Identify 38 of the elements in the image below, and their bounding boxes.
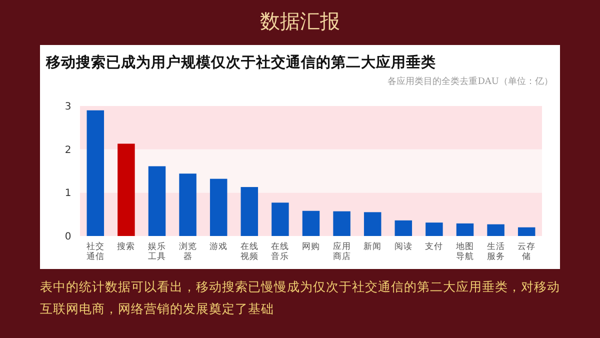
bar [86,110,104,236]
bar [333,211,350,236]
x-tick-label: 新闻 [364,241,382,252]
x-tick-label: 应用商店 [332,241,351,262]
x-tick-label: 云存储 [518,241,536,262]
bar [426,222,443,236]
x-tick-label: 娱乐工具 [148,241,166,262]
bar [210,178,228,236]
x-tick-label: 阅读 [394,241,412,252]
bar [456,223,474,236]
chart-subtitle: 各应用类目的全类去重DAU（单位：亿） [388,76,553,87]
x-tick-label: 搜索 [117,241,136,252]
y-tick-label: 2 [64,144,72,156]
bar [240,187,258,236]
x-tick-label: 支付 [425,241,444,252]
x-tick-label: 浏览器 [178,241,197,262]
bar [487,224,504,236]
x-tick-label: 生活服务 [486,241,505,262]
text: 数据汇报 [259,8,341,35]
x-tick-label: 社交通信 [86,241,104,262]
bar [179,174,196,236]
x-tick-label: 在线视频 [240,241,258,262]
bar [364,212,382,236]
y-tick-label: 0 [64,232,72,242]
x-tick-label: 网购 [302,241,320,252]
x-tick-label: 游戏 [210,241,228,252]
bar [302,210,320,236]
x-tick-label: 在线音乐 [271,241,290,262]
chart-title: 移动搜索已成为用户规模仅次于社交通信的第二大应用垂类 [45,53,436,71]
x-tick-label: 地图导航 [455,241,474,262]
bar [118,144,135,236]
bar [394,220,412,236]
text: 表中的统计数据可以看出，移动搜索已慢慢成为仅次于社交通信的第二大应用垂类，对移动互联网电商，网络营销的发展奠定了基础 [40,278,561,318]
bar [272,202,289,236]
y-tick-label: 3 [64,102,72,112]
y-tick-label: 1 [64,188,72,200]
bar [148,166,166,236]
bar [518,227,536,236]
